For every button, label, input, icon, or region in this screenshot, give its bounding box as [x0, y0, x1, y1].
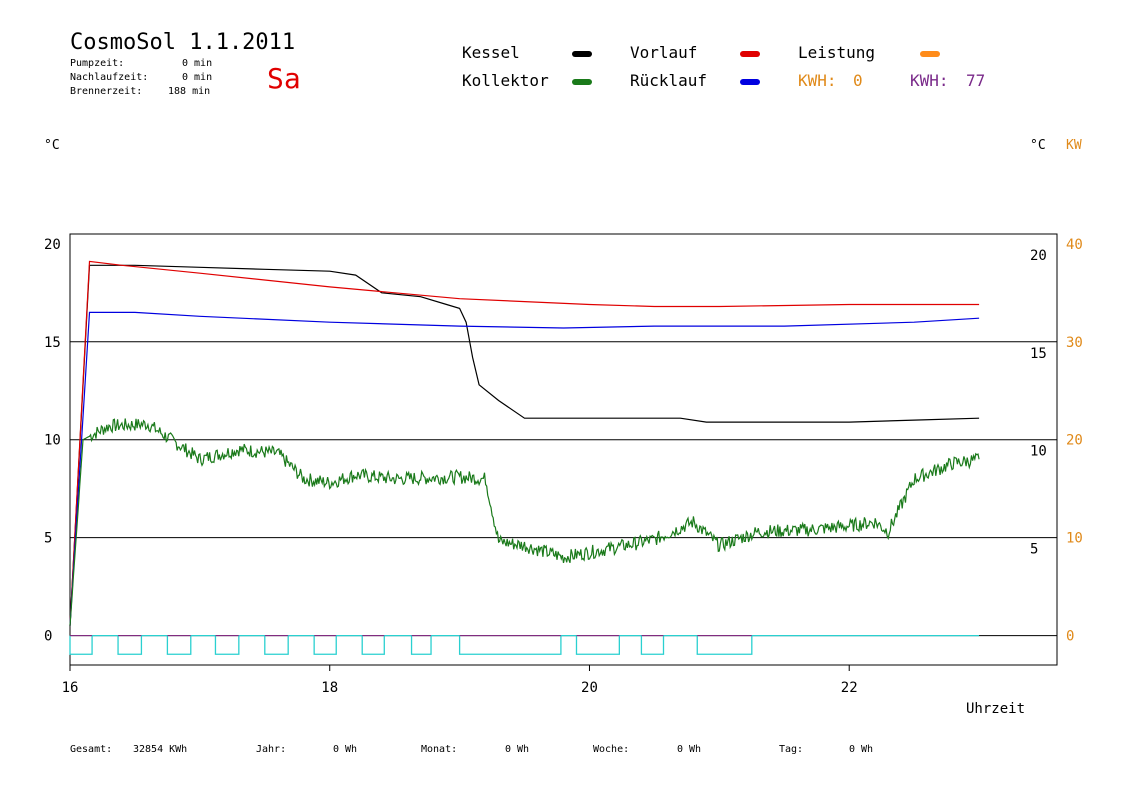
weekday-label: Sa — [267, 62, 301, 95]
jahr-label: Jahr: — [256, 744, 287, 755]
legend-vorlauf-label: Vorlauf — [630, 43, 698, 62]
legend-vorlauf-swatch — [740, 51, 760, 57]
legend-kollektor-label: Kollektor — [462, 71, 549, 90]
chart-title: CosmoSol 1.1.2011 — [70, 30, 296, 55]
pump-status-line — [69, 634, 980, 655]
x-tick-label: 16 — [62, 680, 79, 696]
right2-tick-label: 30 — [1066, 335, 1083, 351]
legend-leistung-swatch — [920, 51, 940, 57]
kwh-value-2: 77 — [966, 71, 986, 90]
tag-label: Tag: — [779, 744, 804, 755]
right-tick-label: 5 — [1030, 542, 1038, 558]
x-axis-label: Uhrzeit — [966, 701, 1026, 717]
brennerzeit-value: 188 min — [168, 86, 211, 97]
right2-axis-unit: KW — [1066, 138, 1082, 153]
monat-label: Monat: — [421, 744, 458, 755]
series-line-kollektor — [69, 418, 980, 626]
series-line-kessel — [69, 264, 980, 626]
left-tick-label: 15 — [44, 335, 61, 351]
pumpzeit-label: Pumpzeit: — [70, 58, 125, 69]
right2-tick-label: 40 — [1066, 237, 1083, 253]
x-tick-label: 22 — [841, 680, 858, 696]
legend-kessel-swatch — [572, 51, 592, 57]
plot-frame — [69, 233, 1058, 666]
right2-tick-label: 20 — [1066, 433, 1083, 449]
gesamt-label: Gesamt: — [70, 744, 113, 755]
legend-leistung-label: Leistung — [798, 43, 876, 62]
legend-kollektor-swatch — [572, 79, 592, 85]
series-line-vorlauf — [69, 260, 980, 626]
legend-ruecklauf-label: Rücklauf — [630, 71, 708, 90]
legend-ruecklauf-swatch — [740, 79, 760, 85]
right-tick-label: 15 — [1030, 346, 1047, 362]
x-tick-label: 18 — [321, 680, 338, 696]
woche-label: Woche: — [593, 744, 630, 755]
jahr-value: 0 Wh — [333, 744, 358, 755]
kwh-label-1: KWH: — [798, 71, 837, 90]
right2-tick-label: 0 — [1066, 629, 1074, 645]
right2-tick-label: 10 — [1066, 531, 1083, 547]
gesamt-value: 32854 KWh — [133, 744, 188, 755]
x-tick-label: 20 — [581, 680, 598, 696]
left-tick-label: 5 — [44, 531, 52, 547]
series-line-ruecklauf — [69, 311, 980, 626]
nachlaufzeit-label: Nachlaufzeit: — [70, 72, 149, 83]
monat-value: 0 Wh — [505, 744, 530, 755]
right-tick-label: 10 — [1030, 444, 1047, 460]
left-tick-label: 0 — [44, 629, 52, 645]
kwh-value-1: 0 — [853, 71, 863, 90]
tag-value: 0 Wh — [849, 744, 874, 755]
brennerzeit-label: Brennerzeit: — [70, 86, 143, 97]
pumpzeit-value: 0 min — [182, 58, 213, 69]
left-axis-unit: °C — [44, 138, 60, 153]
right-tick-label: 20 — [1030, 248, 1047, 264]
nachlaufzeit-value: 0 min — [182, 72, 213, 83]
woche-value: 0 Wh — [677, 744, 702, 755]
left-tick-label: 10 — [44, 433, 61, 449]
left-tick-label: 20 — [44, 237, 61, 253]
kwh-label-2: KWH: — [910, 71, 949, 90]
legend-kessel-label: Kessel — [462, 43, 520, 62]
right-axis-unit: °C — [1030, 138, 1046, 153]
